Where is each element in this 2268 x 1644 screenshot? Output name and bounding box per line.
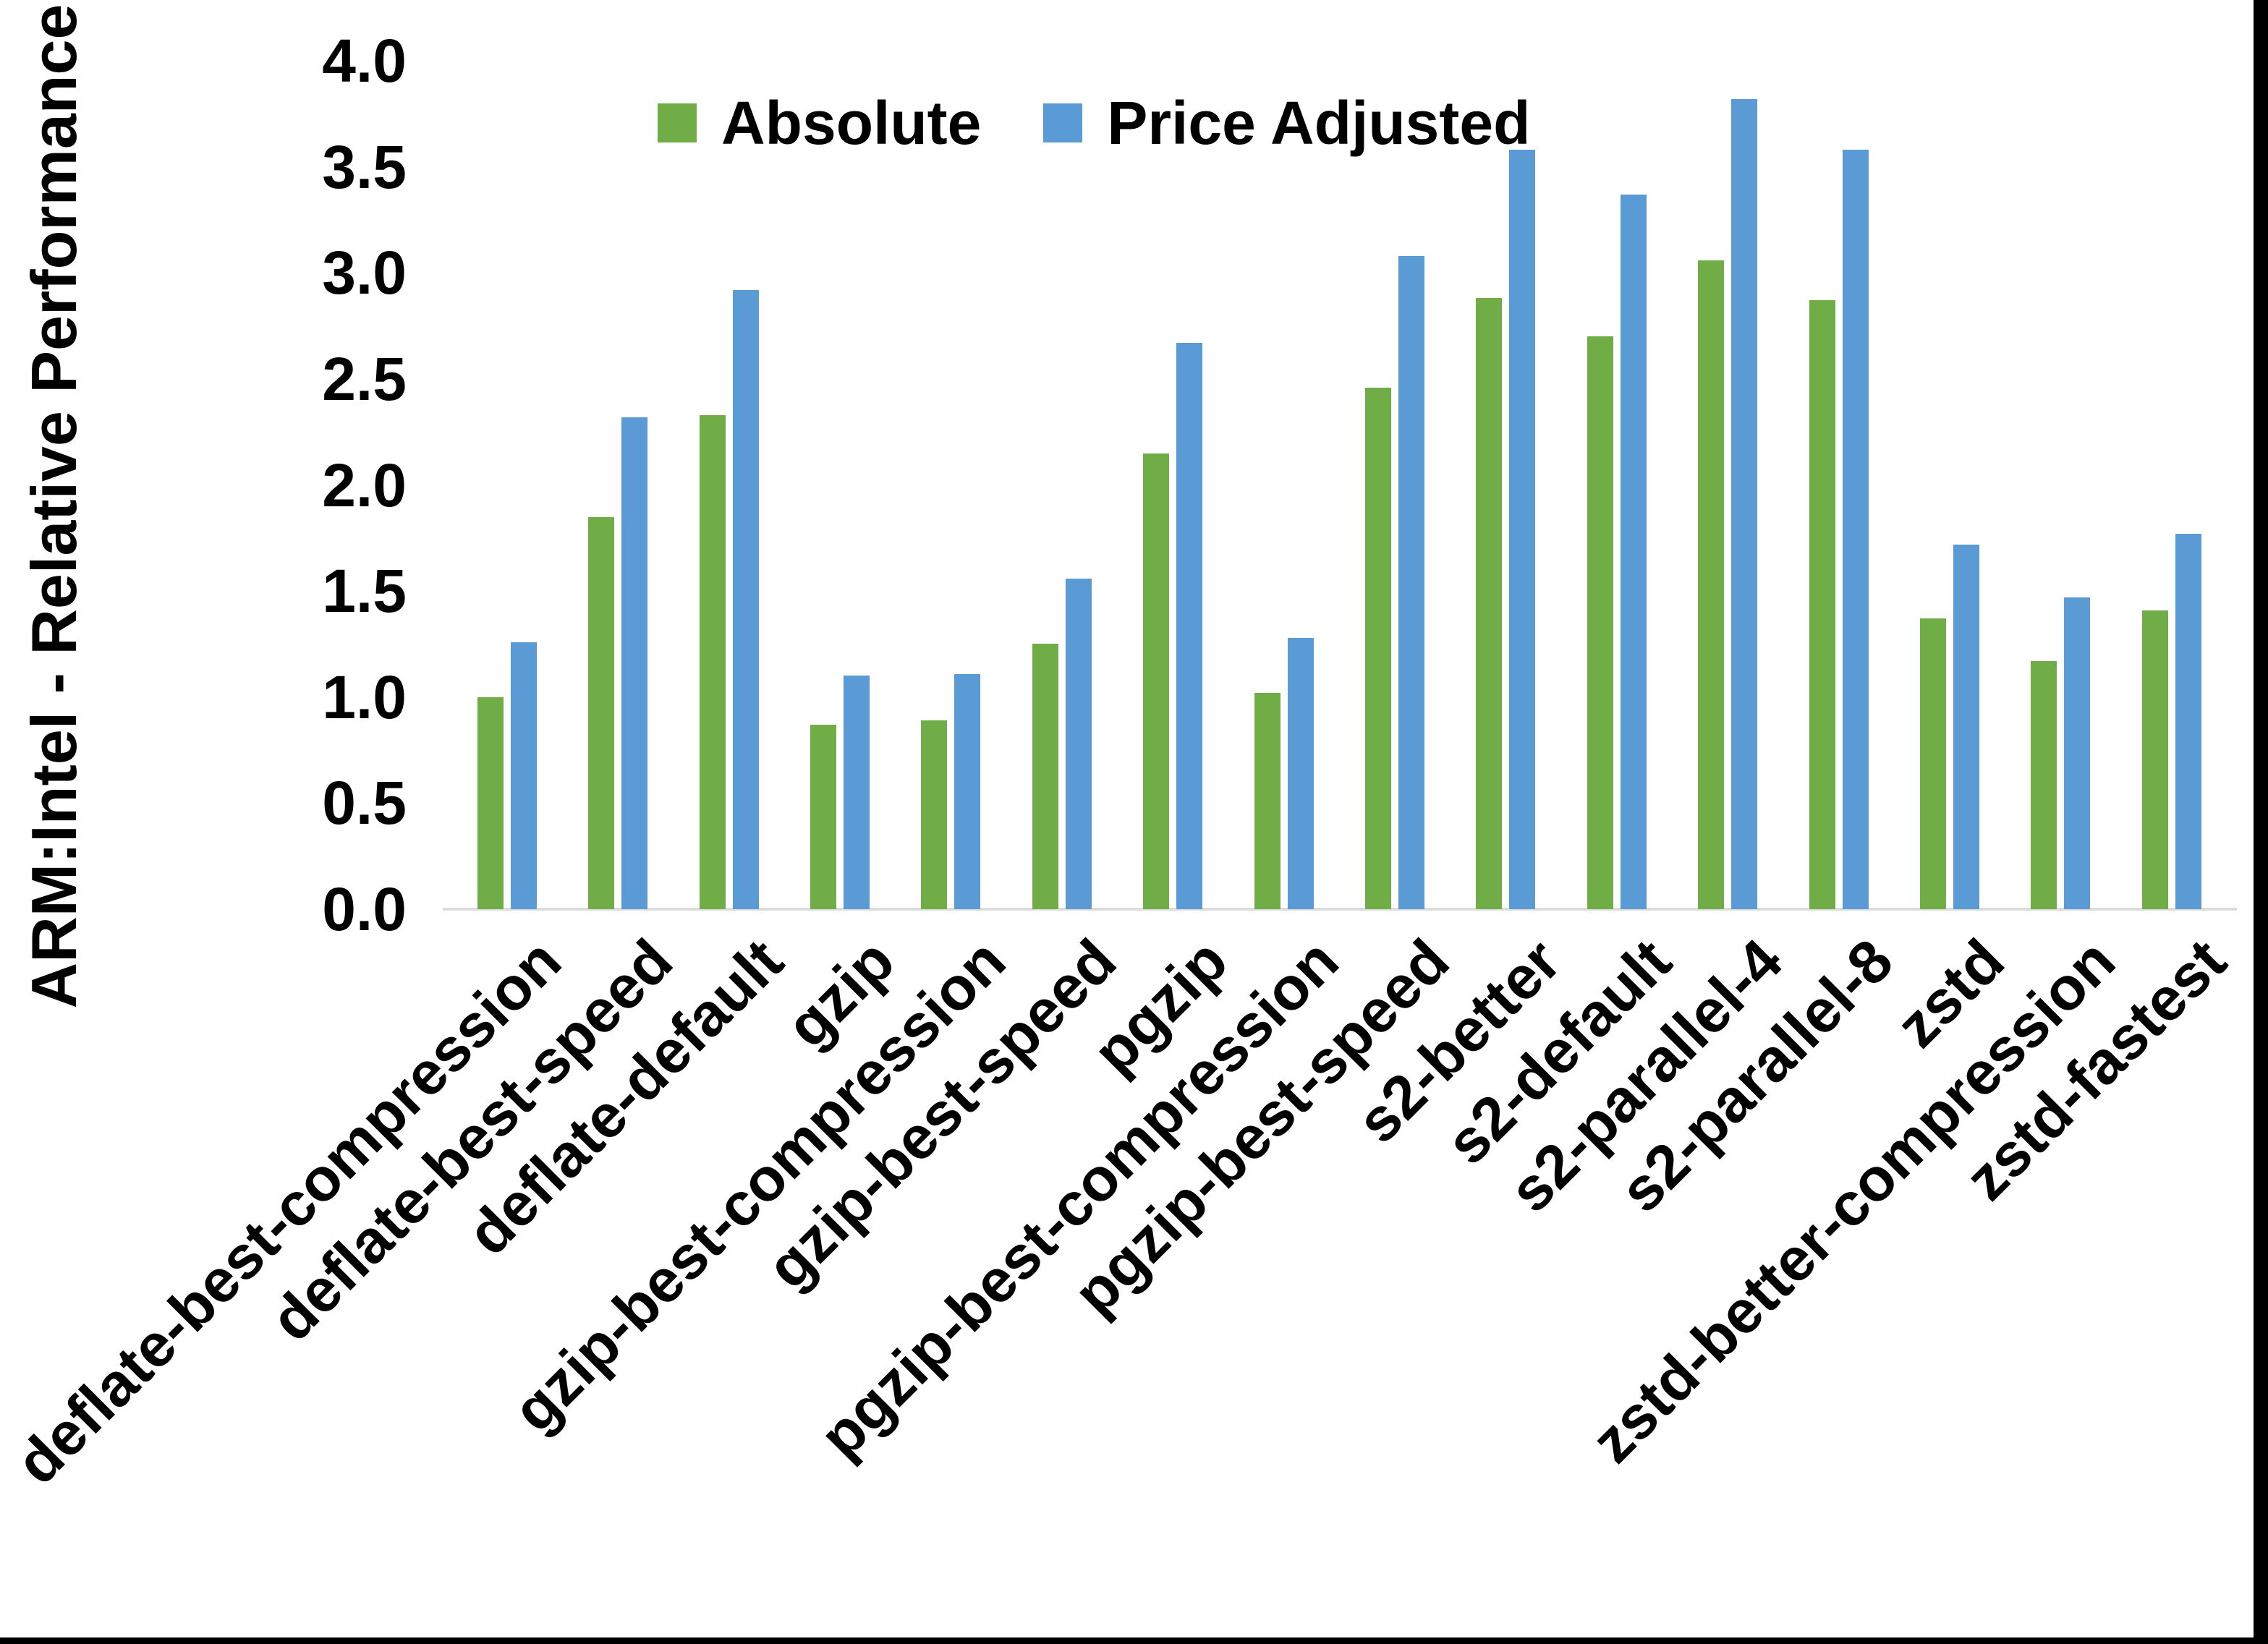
x-axis-line bbox=[443, 908, 2237, 911]
legend-swatch-absolute bbox=[658, 103, 697, 142]
legend-label-absolute: Absolute bbox=[721, 89, 982, 157]
bar-pgzip-best-compression-price-adjusted bbox=[1287, 637, 1314, 909]
bar-s2-parallel-4-absolute bbox=[1698, 260, 1725, 909]
bar-s2-better-absolute bbox=[1476, 298, 1503, 909]
bar-zstd-price-adjusted bbox=[1953, 544, 1979, 909]
bar-s2-default-absolute bbox=[1587, 336, 1613, 909]
bar-gzip-best-speed-price-adjusted bbox=[1065, 578, 1092, 909]
bar-s2-parallel-4-price-adjusted bbox=[1731, 98, 1758, 909]
bar-gzip-best-compression-price-adjusted bbox=[954, 673, 981, 909]
bar-s2-better-price-adjusted bbox=[1509, 150, 1536, 909]
bar-deflate-best-speed-price-adjusted bbox=[621, 417, 648, 909]
bar-gzip-best-speed-absolute bbox=[1032, 644, 1058, 909]
y-tick-label: 4.0 bbox=[322, 27, 407, 95]
bar-s2-parallel-8-price-adjusted bbox=[1842, 150, 1869, 909]
bar-gzip-best-compression-absolute bbox=[921, 720, 948, 909]
bar-pgzip-price-adjusted bbox=[1176, 343, 1203, 909]
bar-s2-parallel-8-absolute bbox=[1809, 300, 1835, 909]
y-tick-label: 1.5 bbox=[322, 557, 407, 626]
bar-deflate-best-speed-absolute bbox=[588, 516, 615, 909]
y-tick-label: 3.0 bbox=[322, 239, 407, 307]
bar-zstd-fastest-absolute bbox=[2141, 610, 2168, 909]
y-tick-label: 3.5 bbox=[322, 132, 407, 201]
bar-zstd-better-compression-price-adjusted bbox=[2064, 597, 2091, 909]
bar-zstd-absolute bbox=[1919, 618, 1946, 909]
plot-area bbox=[451, 61, 2227, 909]
bar-pgzip-best-compression-absolute bbox=[1254, 692, 1280, 909]
screen-edge-bottom bbox=[0, 1637, 2268, 1644]
bar-deflate-best-compression-price-adjusted bbox=[510, 642, 537, 909]
bar-deflate-best-compression-absolute bbox=[477, 697, 504, 909]
screen-edge-right bbox=[2254, 0, 2268, 1644]
y-tick-label: 2.5 bbox=[322, 344, 407, 413]
y-tick-label: 2.0 bbox=[322, 451, 407, 519]
y-tick-label: 0.5 bbox=[322, 769, 407, 838]
bar-deflate-default-absolute bbox=[699, 414, 726, 909]
bar-pgzip-best-speed-price-adjusted bbox=[1398, 255, 1424, 909]
y-tick-label: 0.0 bbox=[322, 875, 407, 943]
bar-deflate-default-price-adjusted bbox=[732, 289, 759, 909]
bar-zstd-better-compression-absolute bbox=[2031, 660, 2057, 909]
bar-pgzip-absolute bbox=[1143, 453, 1170, 909]
bar-gzip-absolute bbox=[810, 724, 836, 909]
bar-zstd-fastest-price-adjusted bbox=[2175, 533, 2201, 909]
legend-label-price-adjusted: Price Adjusted bbox=[1107, 89, 1531, 157]
y-tick-label: 1.0 bbox=[322, 663, 407, 731]
bar-s2-default-price-adjusted bbox=[1620, 194, 1647, 909]
bar-gzip-price-adjusted bbox=[843, 676, 870, 909]
bar-pgzip-best-speed-absolute bbox=[1364, 387, 1391, 909]
y-axis-title: ARM:Intel - Relative Performance bbox=[18, 4, 90, 1009]
legend-swatch-price-adjusted bbox=[1043, 103, 1083, 142]
legend: Absolute Price Adjusted bbox=[658, 93, 1568, 153]
